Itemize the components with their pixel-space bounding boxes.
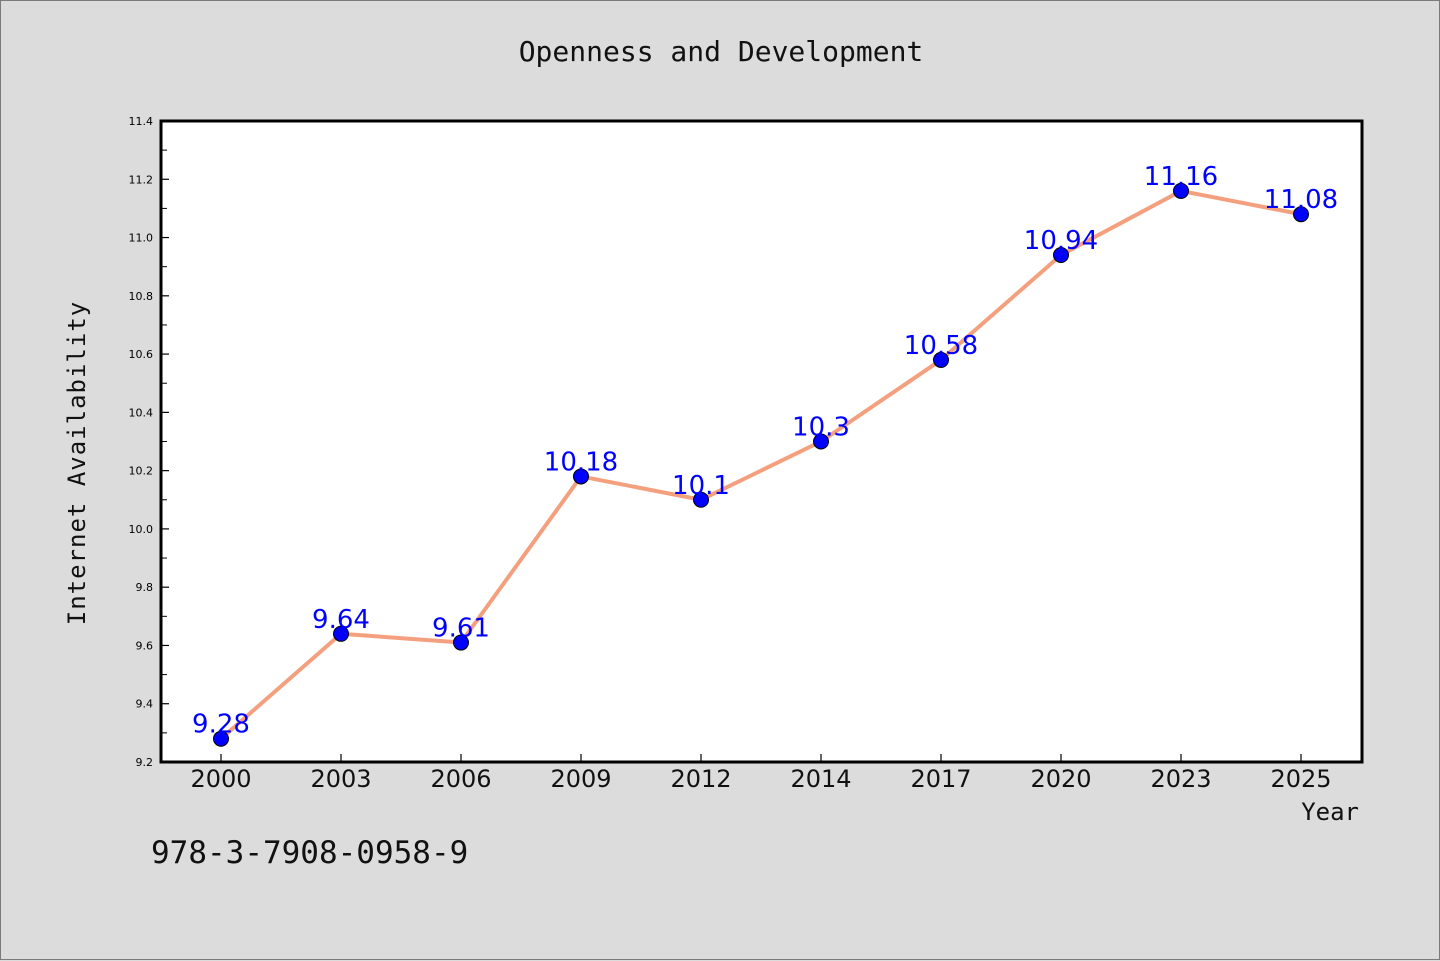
isbn-footnote: 978-3-7908-0958-9 — [151, 835, 469, 871]
y-tick-label: 10.8 — [129, 290, 154, 303]
data-point — [213, 730, 229, 747]
data-label: 9.61 — [432, 614, 490, 644]
plot-frame — [159, 119, 1364, 764]
data-label: 10.18 — [544, 447, 618, 477]
data-point — [1053, 247, 1069, 264]
y-axis-label: Internet Availability — [63, 300, 91, 626]
data-point — [573, 468, 589, 485]
x-tick-label: 2000 — [190, 765, 251, 793]
y-tick-label: 9.6 — [136, 639, 154, 652]
x-tick-label: 2009 — [550, 765, 611, 793]
y-tick-label: 11.4 — [129, 115, 154, 128]
series-line — [219, 188, 1303, 741]
x-axis-label: Year — [1301, 798, 1359, 826]
y-tick-label: 10.6 — [129, 348, 154, 361]
y-tick-label: 11.2 — [129, 173, 154, 186]
y-tick-label: 11.0 — [129, 232, 154, 245]
x-tick-label: 2003 — [310, 765, 371, 793]
data-label: 11.08 — [1264, 185, 1338, 215]
data-label: 10.1 — [672, 471, 730, 501]
data-point — [333, 625, 349, 642]
data-point — [1173, 182, 1189, 199]
y-tick-label: 10.2 — [129, 465, 154, 478]
x-tick-label: 2014 — [790, 765, 851, 793]
y-tick-label: 9.2 — [136, 756, 154, 769]
x-tick-label: 2017 — [910, 765, 971, 793]
x-tick-label: 2012 — [670, 765, 731, 793]
y-tick-label: 9.4 — [136, 698, 154, 711]
data-label: 11.16 — [1144, 162, 1218, 192]
data-label: 10.58 — [904, 331, 978, 361]
data-point — [813, 433, 829, 450]
x-tick-label: 2020 — [1030, 765, 1091, 793]
data-point — [1293, 206, 1309, 223]
x-tick-label: 2006 — [430, 765, 491, 793]
data-label: 9.28 — [192, 710, 250, 740]
x-tick-label: 2025 — [1270, 765, 1331, 793]
data-point — [933, 351, 949, 368]
data-label: 9.64 — [312, 605, 370, 635]
data-point — [693, 491, 709, 508]
data-label: 10.3 — [792, 413, 850, 443]
y-tick-label: 10.4 — [129, 406, 154, 419]
chart-title: Openness and Development — [518, 35, 924, 68]
plot-area — [161, 121, 1362, 762]
y-tick-label: 10.0 — [129, 523, 154, 536]
x-tick-label: 2023 — [1150, 765, 1211, 793]
data-point — [453, 634, 469, 651]
y-tick-label: 9.8 — [136, 581, 154, 594]
data-label: 10.94 — [1024, 226, 1098, 256]
